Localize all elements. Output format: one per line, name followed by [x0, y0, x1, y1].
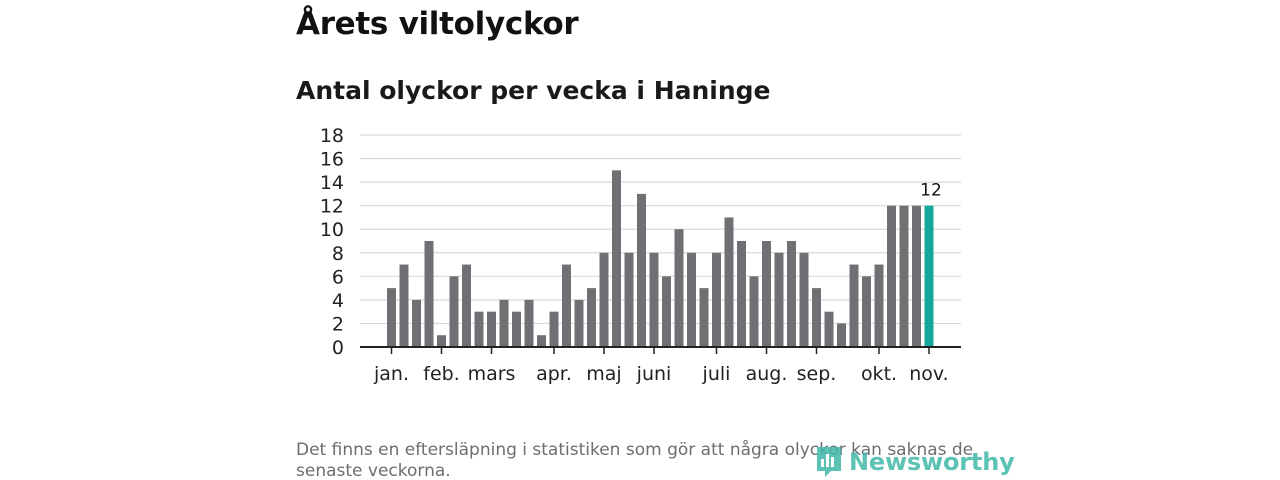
newsworthy-logo-icon — [817, 447, 841, 477]
bar — [774, 252, 784, 347]
bar — [749, 276, 759, 347]
y-tick-label: 2 — [332, 313, 344, 335]
bar — [762, 241, 771, 347]
y-tick-label: 4 — [332, 290, 344, 312]
bar — [874, 264, 884, 347]
bar — [612, 170, 621, 347]
bar — [837, 323, 846, 347]
bar — [824, 311, 834, 347]
bar — [624, 252, 634, 347]
x-tick-label: juni — [636, 363, 672, 385]
bar — [562, 264, 571, 347]
x-tick-label: apr. — [536, 363, 572, 385]
bar — [424, 241, 434, 347]
chart-subtitle: Antal olyckor per vecka i Haninge — [296, 76, 771, 105]
bar — [399, 264, 409, 347]
bar — [387, 288, 396, 347]
bar — [862, 276, 871, 347]
y-tick-label: 6 — [332, 266, 344, 288]
bar — [574, 299, 584, 347]
bar — [549, 311, 559, 347]
bar — [462, 264, 471, 347]
bar — [687, 252, 696, 347]
bar — [662, 276, 671, 347]
footnote: Det finns en eftersläpning i statistiken… — [296, 440, 974, 480]
x-tick-label: jan. — [373, 363, 409, 385]
y-tick-label: 14 — [320, 172, 344, 194]
page-title: Årets viltolyckor — [296, 6, 579, 42]
y-tick-label: 8 — [332, 243, 344, 265]
bar — [712, 252, 721, 347]
bar — [637, 193, 646, 347]
bar — [599, 252, 609, 347]
x-tick-label: mars — [468, 363, 516, 385]
bar — [487, 311, 496, 347]
y-tick-label: 0 — [332, 337, 344, 359]
bar — [537, 335, 546, 347]
bar — [887, 205, 896, 347]
bar — [524, 299, 534, 347]
bar — [587, 288, 596, 347]
newsworthy-logo: Newsworthy — [815, 444, 1015, 480]
x-tick-label: juli — [702, 363, 731, 385]
bar-highlight — [924, 205, 934, 347]
x-tick-label: maj — [586, 363, 621, 385]
bar — [724, 217, 734, 347]
bar — [737, 241, 746, 347]
x-tick-label: okt. — [861, 363, 897, 385]
y-tick-label: 18 — [320, 125, 344, 147]
bar — [437, 335, 446, 347]
bar — [787, 241, 796, 347]
bar — [849, 264, 859, 347]
newsworthy-logo-text: Newsworthy — [849, 448, 1015, 476]
y-tick-label: 16 — [320, 149, 344, 171]
data-label-highlight: 12 — [920, 181, 942, 201]
y-tick-label: 10 — [320, 219, 344, 241]
x-tick-label: sep. — [797, 363, 837, 385]
bar — [449, 276, 459, 347]
bar — [812, 288, 821, 347]
x-tick-label: aug. — [746, 363, 788, 385]
bar — [512, 311, 521, 347]
bar — [699, 288, 709, 347]
bar — [674, 229, 684, 347]
bar — [474, 311, 484, 347]
bar — [649, 252, 659, 347]
x-tick-label: feb. — [423, 363, 459, 385]
bar — [912, 205, 921, 347]
bar — [412, 299, 421, 347]
bar — [799, 252, 809, 347]
bar — [499, 299, 509, 347]
x-tick-label: nov. — [909, 363, 948, 385]
y-tick-label: 12 — [320, 196, 344, 218]
bar — [899, 205, 909, 347]
